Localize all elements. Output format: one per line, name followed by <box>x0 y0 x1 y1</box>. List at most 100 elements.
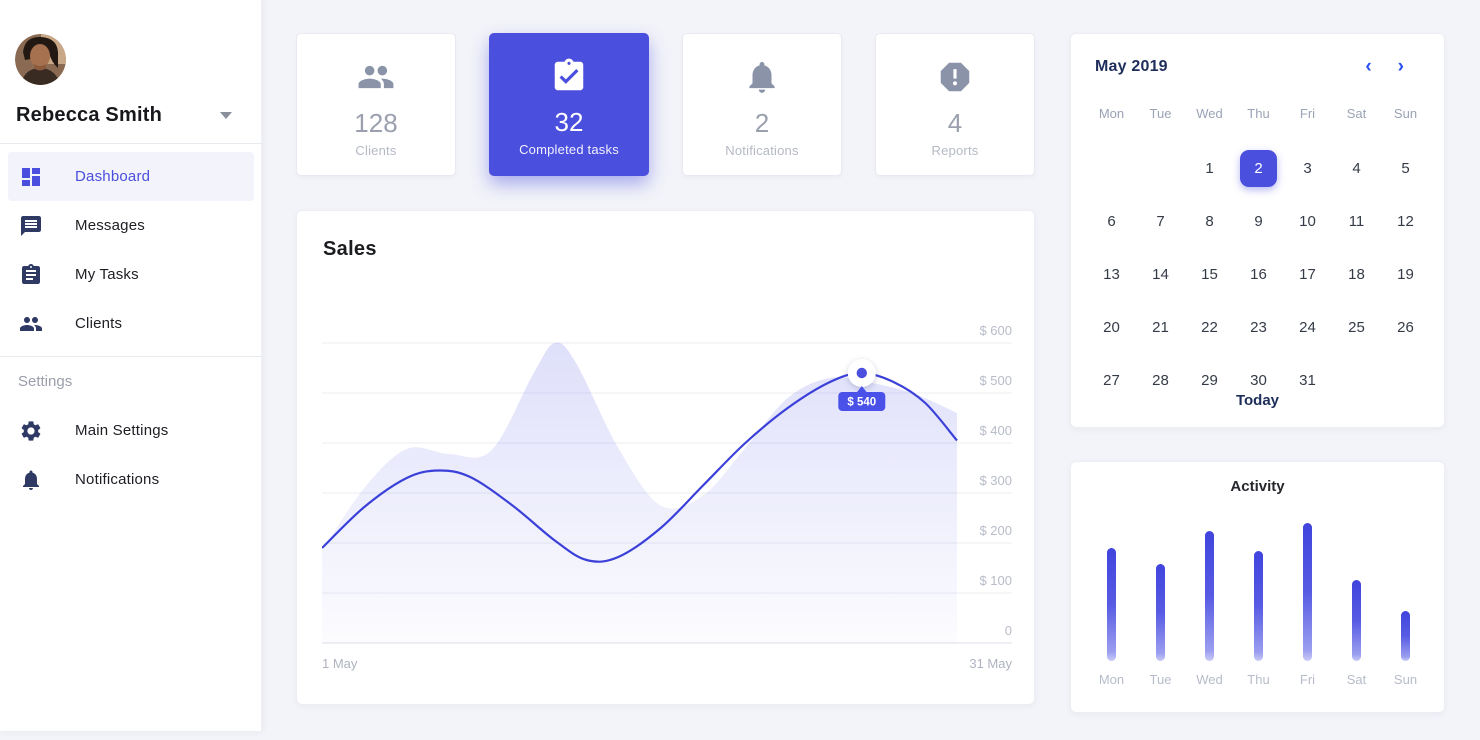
divider <box>0 356 262 357</box>
stat-label: Clients <box>355 143 397 158</box>
activity-bar-sat[interactable] <box>1352 580 1361 661</box>
sales-chart-svg: $ 600 $ 500 $ 400 $ 300 $ 200 $ 100 0 $ 540 1 Ma… <box>321 323 1012 671</box>
activity-bar-wed[interactable] <box>1205 531 1214 661</box>
dashboard-icon <box>19 165 43 189</box>
calendar-cell: 24 <box>1283 301 1332 354</box>
calendar-cell: 21 <box>1136 301 1185 354</box>
calendar-weekday-row: Mon Tue Wed Thu Fri Sat Sun <box>1087 106 1430 121</box>
sidebar-item-label: Notifications <box>75 471 160 488</box>
sidebar-item-messages[interactable]: Messages <box>8 201 254 250</box>
calendar-day[interactable]: 14 <box>1152 266 1169 283</box>
y-axis-tick-label: $ 600 <box>979 323 1012 338</box>
activity-bar-tue[interactable] <box>1156 564 1165 661</box>
calendar-day[interactable]: 31 <box>1299 372 1316 389</box>
y-axis-tick-label: $ 200 <box>979 523 1012 538</box>
calendar-day[interactable]: 4 <box>1352 160 1361 177</box>
calendar-cell: 28 <box>1136 354 1185 407</box>
calendar-day[interactable]: 30 <box>1250 372 1267 389</box>
calendar-cell: 4 <box>1332 142 1381 195</box>
stat-label: Reports <box>931 143 979 158</box>
calendar-day[interactable]: 7 <box>1156 213 1165 230</box>
calendar-day[interactable]: 8 <box>1205 213 1214 230</box>
calendar-day[interactable]: 19 <box>1397 266 1414 283</box>
chart-highlight[interactable]: $ 540 <box>838 359 886 411</box>
sales-chart-title: Sales <box>323 238 377 260</box>
activity-bar-sun[interactable] <box>1401 611 1410 661</box>
calendar-weekday-label: Sat <box>1346 106 1367 121</box>
calendar-day[interactable]: 20 <box>1103 319 1120 336</box>
calendar-day-selected[interactable]: 2 <box>1240 150 1277 187</box>
chevron-left-icon[interactable]: ‹ <box>1365 56 1372 77</box>
calendar-day[interactable]: 13 <box>1103 266 1120 283</box>
chevron-right-icon[interactable]: › <box>1397 56 1404 77</box>
calendar-day[interactable]: 26 <box>1397 319 1414 336</box>
calendar-day[interactable]: 17 <box>1299 266 1316 283</box>
calendar-day[interactable]: 29 <box>1201 372 1218 389</box>
bell-icon <box>683 58 841 98</box>
activity-bar-thu[interactable] <box>1254 551 1263 661</box>
activity-bar-slot <box>1332 521 1381 661</box>
activity-bar-label: Fri <box>1299 672 1316 687</box>
calendar-day[interactable]: 16 <box>1250 266 1267 283</box>
stat-label: Notifications <box>725 143 799 158</box>
calendar-cell: 26 <box>1381 301 1430 354</box>
activity-bar-fri[interactable] <box>1303 523 1312 661</box>
sidebar-item-notifications[interactable]: Notifications <box>8 455 254 504</box>
user-menu[interactable]: Rebecca Smith <box>16 104 246 127</box>
calendar-day[interactable]: 23 <box>1250 319 1267 336</box>
stat-card-notifications[interactable]: 2 Notifications <box>682 33 842 176</box>
user-name: Rebecca Smith <box>16 104 162 126</box>
x-axis-label: 31 May <box>969 656 1012 671</box>
clipboard-icon <box>19 263 43 287</box>
calendar-cell: 3 <box>1283 142 1332 195</box>
sidebar-item-label: Messages <box>75 217 145 234</box>
y-axis-tick-label: $ 500 <box>979 373 1012 388</box>
calendar-day[interactable]: 25 <box>1348 319 1365 336</box>
activity-bar-chart <box>1087 521 1430 661</box>
calendar-day[interactable]: 18 <box>1348 266 1365 283</box>
calendar-day[interactable]: 22 <box>1201 319 1218 336</box>
calendar-day[interactable]: 11 <box>1348 213 1365 230</box>
calendar-day[interactable]: 21 <box>1152 319 1169 336</box>
activity-category-labels: Mon Tue Wed Thu Fri Sat Sun <box>1087 672 1430 687</box>
sidebar-item-clients[interactable]: Clients <box>8 299 254 348</box>
calendar-cell: 2 <box>1234 142 1283 195</box>
stat-value: 2 <box>754 108 770 138</box>
stat-card-reports[interactable]: 4 Reports <box>875 33 1035 176</box>
activity-chart-title: Activity <box>1230 478 1285 495</box>
calendar-day[interactable]: 12 <box>1397 213 1414 230</box>
calendar-cell: 22 <box>1185 301 1234 354</box>
calendar-day[interactable]: 1 <box>1205 160 1214 177</box>
calendar-day[interactable]: 24 <box>1299 319 1316 336</box>
stat-card-completed-tasks[interactable]: 32 Completed tasks <box>489 33 649 176</box>
stat-card-clients[interactable]: 128 Clients <box>296 33 456 176</box>
calendar-weekday-label: Fri <box>1299 106 1316 121</box>
calendar-day[interactable]: 27 <box>1103 372 1120 389</box>
calendar-day[interactable]: 15 <box>1201 266 1218 283</box>
marker-dot <box>856 367 867 379</box>
calendar-day[interactable]: 9 <box>1254 213 1263 230</box>
calendar-day[interactable]: 5 <box>1401 160 1410 177</box>
avatar[interactable] <box>15 34 66 85</box>
clipboard-check-icon <box>489 57 649 97</box>
calendar-cell: 23 <box>1234 301 1283 354</box>
sales-line-chart[interactable]: $ 600 $ 500 $ 400 $ 300 $ 200 $ 100 0 $ 540 1 Ma… <box>321 319 1012 676</box>
calendar-today-button[interactable]: Today <box>1235 392 1280 409</box>
calendar-day[interactable]: 3 <box>1303 160 1312 177</box>
calendar-cell: 5 <box>1381 142 1430 195</box>
calendar-cell: 12 <box>1381 195 1430 248</box>
calendar-day[interactable]: 28 <box>1152 372 1169 389</box>
sidebar-item-my-tasks[interactable]: My Tasks <box>8 250 254 299</box>
activity-bar-label: Sat <box>1346 672 1367 687</box>
stat-value: 128 <box>354 108 398 138</box>
calendar-day[interactable]: 6 <box>1107 213 1116 230</box>
activity-bar-mon[interactable] <box>1107 548 1116 661</box>
calendar-cell: 25 <box>1332 301 1381 354</box>
activity-bar-label: Thu <box>1247 672 1270 687</box>
sidebar-item-dashboard[interactable]: Dashboard <box>8 152 254 201</box>
calendar-day[interactable]: 10 <box>1299 213 1316 230</box>
activity-bar-label: Sun <box>1393 672 1418 687</box>
sidebar-item-main-settings[interactable]: Main Settings <box>8 406 254 455</box>
settings-section-label: Settings <box>18 373 73 390</box>
